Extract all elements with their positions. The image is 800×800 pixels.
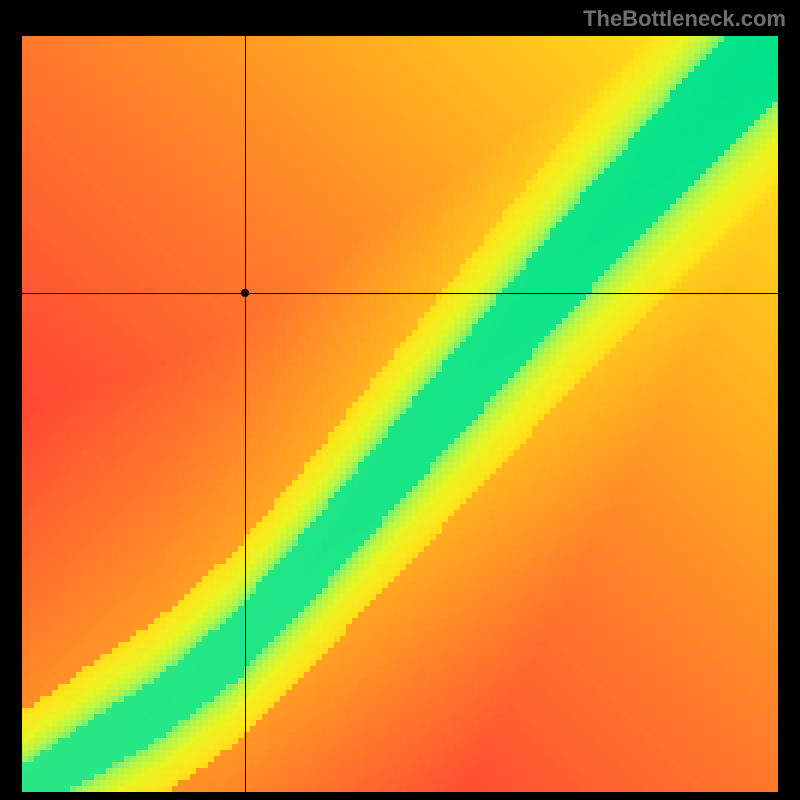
chart-container: TheBottleneck.com xyxy=(0,0,800,800)
bottleneck-heatmap xyxy=(22,36,778,792)
watermark-text: TheBottleneck.com xyxy=(583,6,786,32)
